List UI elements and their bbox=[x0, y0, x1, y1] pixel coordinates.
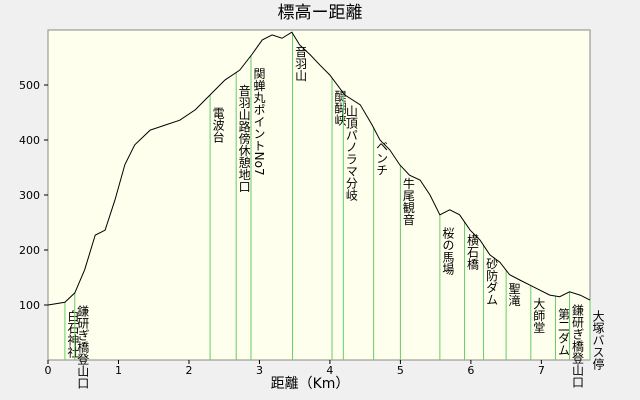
x-tick-label: 7 bbox=[538, 364, 545, 377]
landmark-label: 第二ダム bbox=[556, 308, 570, 356]
y-tick-label: 500 bbox=[19, 79, 40, 92]
landmark-label: 鎌研ぎ橋登山口 bbox=[76, 303, 90, 388]
x-tick-label: 3 bbox=[256, 364, 263, 377]
y-tick-label: 300 bbox=[19, 189, 40, 202]
landmark-label: 山頂パノラマ分岐 bbox=[344, 105, 358, 201]
x-axis-title: 距離（Km） bbox=[271, 375, 350, 392]
landmark-label: 横石橋 bbox=[466, 234, 480, 271]
x-tick-label: 4 bbox=[326, 364, 333, 377]
landmark-label: 大師堂 bbox=[532, 297, 546, 333]
x-tick-label: 1 bbox=[115, 364, 122, 377]
x-tick-label: 6 bbox=[467, 364, 474, 377]
elevation-line bbox=[47, 31, 591, 306]
y-tick-label: 100 bbox=[19, 299, 40, 312]
landmark-label: 大塚バス停 bbox=[591, 310, 605, 371]
landmark-label: 音羽山 bbox=[294, 44, 308, 81]
landmark-label: 関蝉丸ポイントNo7 bbox=[252, 67, 266, 175]
x-tick-label: 2 bbox=[185, 364, 192, 377]
landmark-label: 聖滝 bbox=[507, 282, 521, 306]
landmark-label: 白石神社 bbox=[66, 309, 80, 358]
landmark-label: 砂防ダム bbox=[485, 257, 499, 305]
y-tick-label: 200 bbox=[19, 244, 40, 257]
landmark-label: 桜の馬場 bbox=[441, 226, 455, 275]
y-tick-label: 400 bbox=[19, 134, 40, 147]
landmark-label: 音羽山路傍休憩地口 bbox=[237, 83, 251, 192]
chart-title: 標高ー距離 bbox=[278, 3, 363, 23]
landmark-label: 牛尾観音 bbox=[401, 176, 415, 226]
plot-area bbox=[47, 29, 591, 361]
landmark-label: 鎌研ぎ橋登山口 bbox=[571, 302, 585, 387]
x-tick-label: 5 bbox=[397, 364, 404, 377]
landmark-label: 電波台 bbox=[211, 106, 225, 142]
x-tick-label: 0 bbox=[45, 364, 52, 377]
landmark-label: ベンチ bbox=[375, 140, 389, 176]
